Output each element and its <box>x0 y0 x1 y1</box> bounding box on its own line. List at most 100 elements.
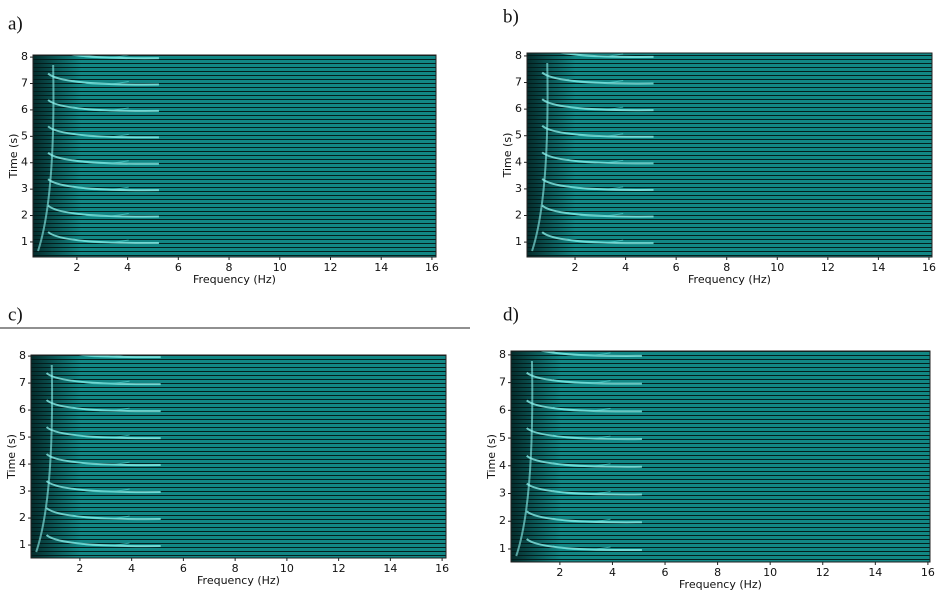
ridge-tail <box>567 105 624 111</box>
x-tick-label: 12 <box>323 261 337 274</box>
y-tick-label: 7 <box>499 376 506 389</box>
ridge-tail <box>72 460 130 466</box>
y-tick-label: 3 <box>19 484 26 497</box>
trace-field <box>511 351 930 562</box>
ridge-tail <box>72 514 130 520</box>
x-axis-label: Frequency (Hz) <box>679 578 762 591</box>
panel-title: d) <box>503 304 519 325</box>
ridge-tail <box>73 159 129 164</box>
ridge-tail <box>567 212 624 217</box>
y-axis-label: Time (s) <box>5 434 18 480</box>
x-tick-label: 4 <box>609 566 616 579</box>
x-tick-label: 6 <box>662 566 669 579</box>
y-tick-label: 5 <box>499 431 506 444</box>
x-tick-label: 12 <box>821 261 835 274</box>
y-tick-label: 3 <box>21 182 28 195</box>
y-tick-label: 5 <box>21 129 28 142</box>
y-tick-label: 4 <box>19 457 26 470</box>
ridge-tail <box>77 355 127 358</box>
x-tick-label: 2 <box>556 566 563 579</box>
ridge-tail <box>73 132 129 138</box>
edge-ridge <box>531 62 549 252</box>
trace-field <box>527 53 932 257</box>
ridge-tail <box>567 132 624 137</box>
low-frequency-band <box>33 55 82 257</box>
ridge-tail <box>72 379 130 385</box>
ridge-tail <box>552 351 611 357</box>
x-tick-label: 8 <box>226 261 233 274</box>
y-tick-label: 2 <box>515 209 522 222</box>
x-tick-label: 8 <box>714 566 721 579</box>
x-tick-label: 4 <box>124 261 131 274</box>
y-tick-label: 8 <box>499 348 506 361</box>
x-tick-label: 14 <box>868 566 882 579</box>
ridge-tail <box>567 53 624 58</box>
ridge-tail <box>567 238 624 244</box>
y-tick-label: 6 <box>515 102 522 115</box>
y-tick-label: 1 <box>515 235 522 248</box>
ridge-tail <box>552 490 611 495</box>
trace-field <box>31 355 446 558</box>
x-tick-label: 2 <box>572 261 579 274</box>
ridge-tail <box>73 106 129 112</box>
x-tick-label: 12 <box>332 562 346 575</box>
x-tick-label: 2 <box>76 562 83 575</box>
x-axis-label: Frequency (Hz) <box>197 574 280 587</box>
y-tick-label: 7 <box>19 376 26 389</box>
ridge-tail <box>552 406 611 412</box>
trace-field <box>33 55 436 257</box>
y-tick-label: 7 <box>515 76 522 89</box>
y-axis-label: Time (s) <box>485 434 498 480</box>
ridge-tail <box>73 238 129 244</box>
x-tick-label: 14 <box>871 261 885 274</box>
y-axis-label: Time (s) <box>501 133 514 179</box>
ridge-tail <box>73 212 129 217</box>
ridge-tail <box>552 379 611 384</box>
ridge-tail <box>552 434 611 440</box>
y-tick-label: 3 <box>515 182 522 195</box>
x-axis-label: Frequency (Hz) <box>193 273 276 286</box>
y-tick-label: 8 <box>515 49 522 62</box>
x-tick-label: 6 <box>175 261 182 274</box>
y-tick-label: 2 <box>499 514 506 527</box>
ridge-tail <box>72 406 130 412</box>
y-tick-label: 3 <box>499 487 506 500</box>
y-tick-label: 1 <box>21 235 28 248</box>
ridge-tail <box>72 487 130 493</box>
ridge-tail <box>72 433 130 439</box>
x-tick-label: 6 <box>673 261 680 274</box>
x-tick-label: 10 <box>273 261 287 274</box>
x-tick-label: 14 <box>383 562 397 575</box>
ridge-tail <box>73 80 129 85</box>
low-frequency-band <box>31 355 81 558</box>
y-tick-label: 1 <box>19 538 26 551</box>
ridge-tail <box>552 462 611 468</box>
x-tick-label: 10 <box>280 562 294 575</box>
x-tick-label: 8 <box>232 562 239 575</box>
x-tick-label: 10 <box>763 566 777 579</box>
y-tick-label: 2 <box>21 209 28 222</box>
ridge-tail <box>567 158 624 164</box>
x-axis-label: Frequency (Hz) <box>688 273 771 286</box>
panel-title: a) <box>8 13 23 34</box>
y-tick-label: 8 <box>19 349 26 362</box>
y-tick-label: 5 <box>515 129 522 142</box>
x-tick-label: 4 <box>128 562 135 575</box>
y-tick-label: 1 <box>499 542 506 555</box>
x-tick-label: 16 <box>921 566 935 579</box>
y-axis-label: Time (s) <box>7 134 20 180</box>
spectrogram <box>511 351 930 562</box>
x-tick-label: 14 <box>374 261 388 274</box>
y-tick-label: 5 <box>19 430 26 443</box>
y-tick-label: 8 <box>21 50 28 63</box>
y-tick-label: 4 <box>515 155 522 168</box>
y-tick-label: 4 <box>499 459 506 472</box>
x-tick-label: 12 <box>816 566 830 579</box>
panel-title: c) <box>8 304 23 325</box>
spectrogram <box>31 355 446 558</box>
x-tick-label: 16 <box>425 261 439 274</box>
x-tick-label: 16 <box>435 562 449 575</box>
